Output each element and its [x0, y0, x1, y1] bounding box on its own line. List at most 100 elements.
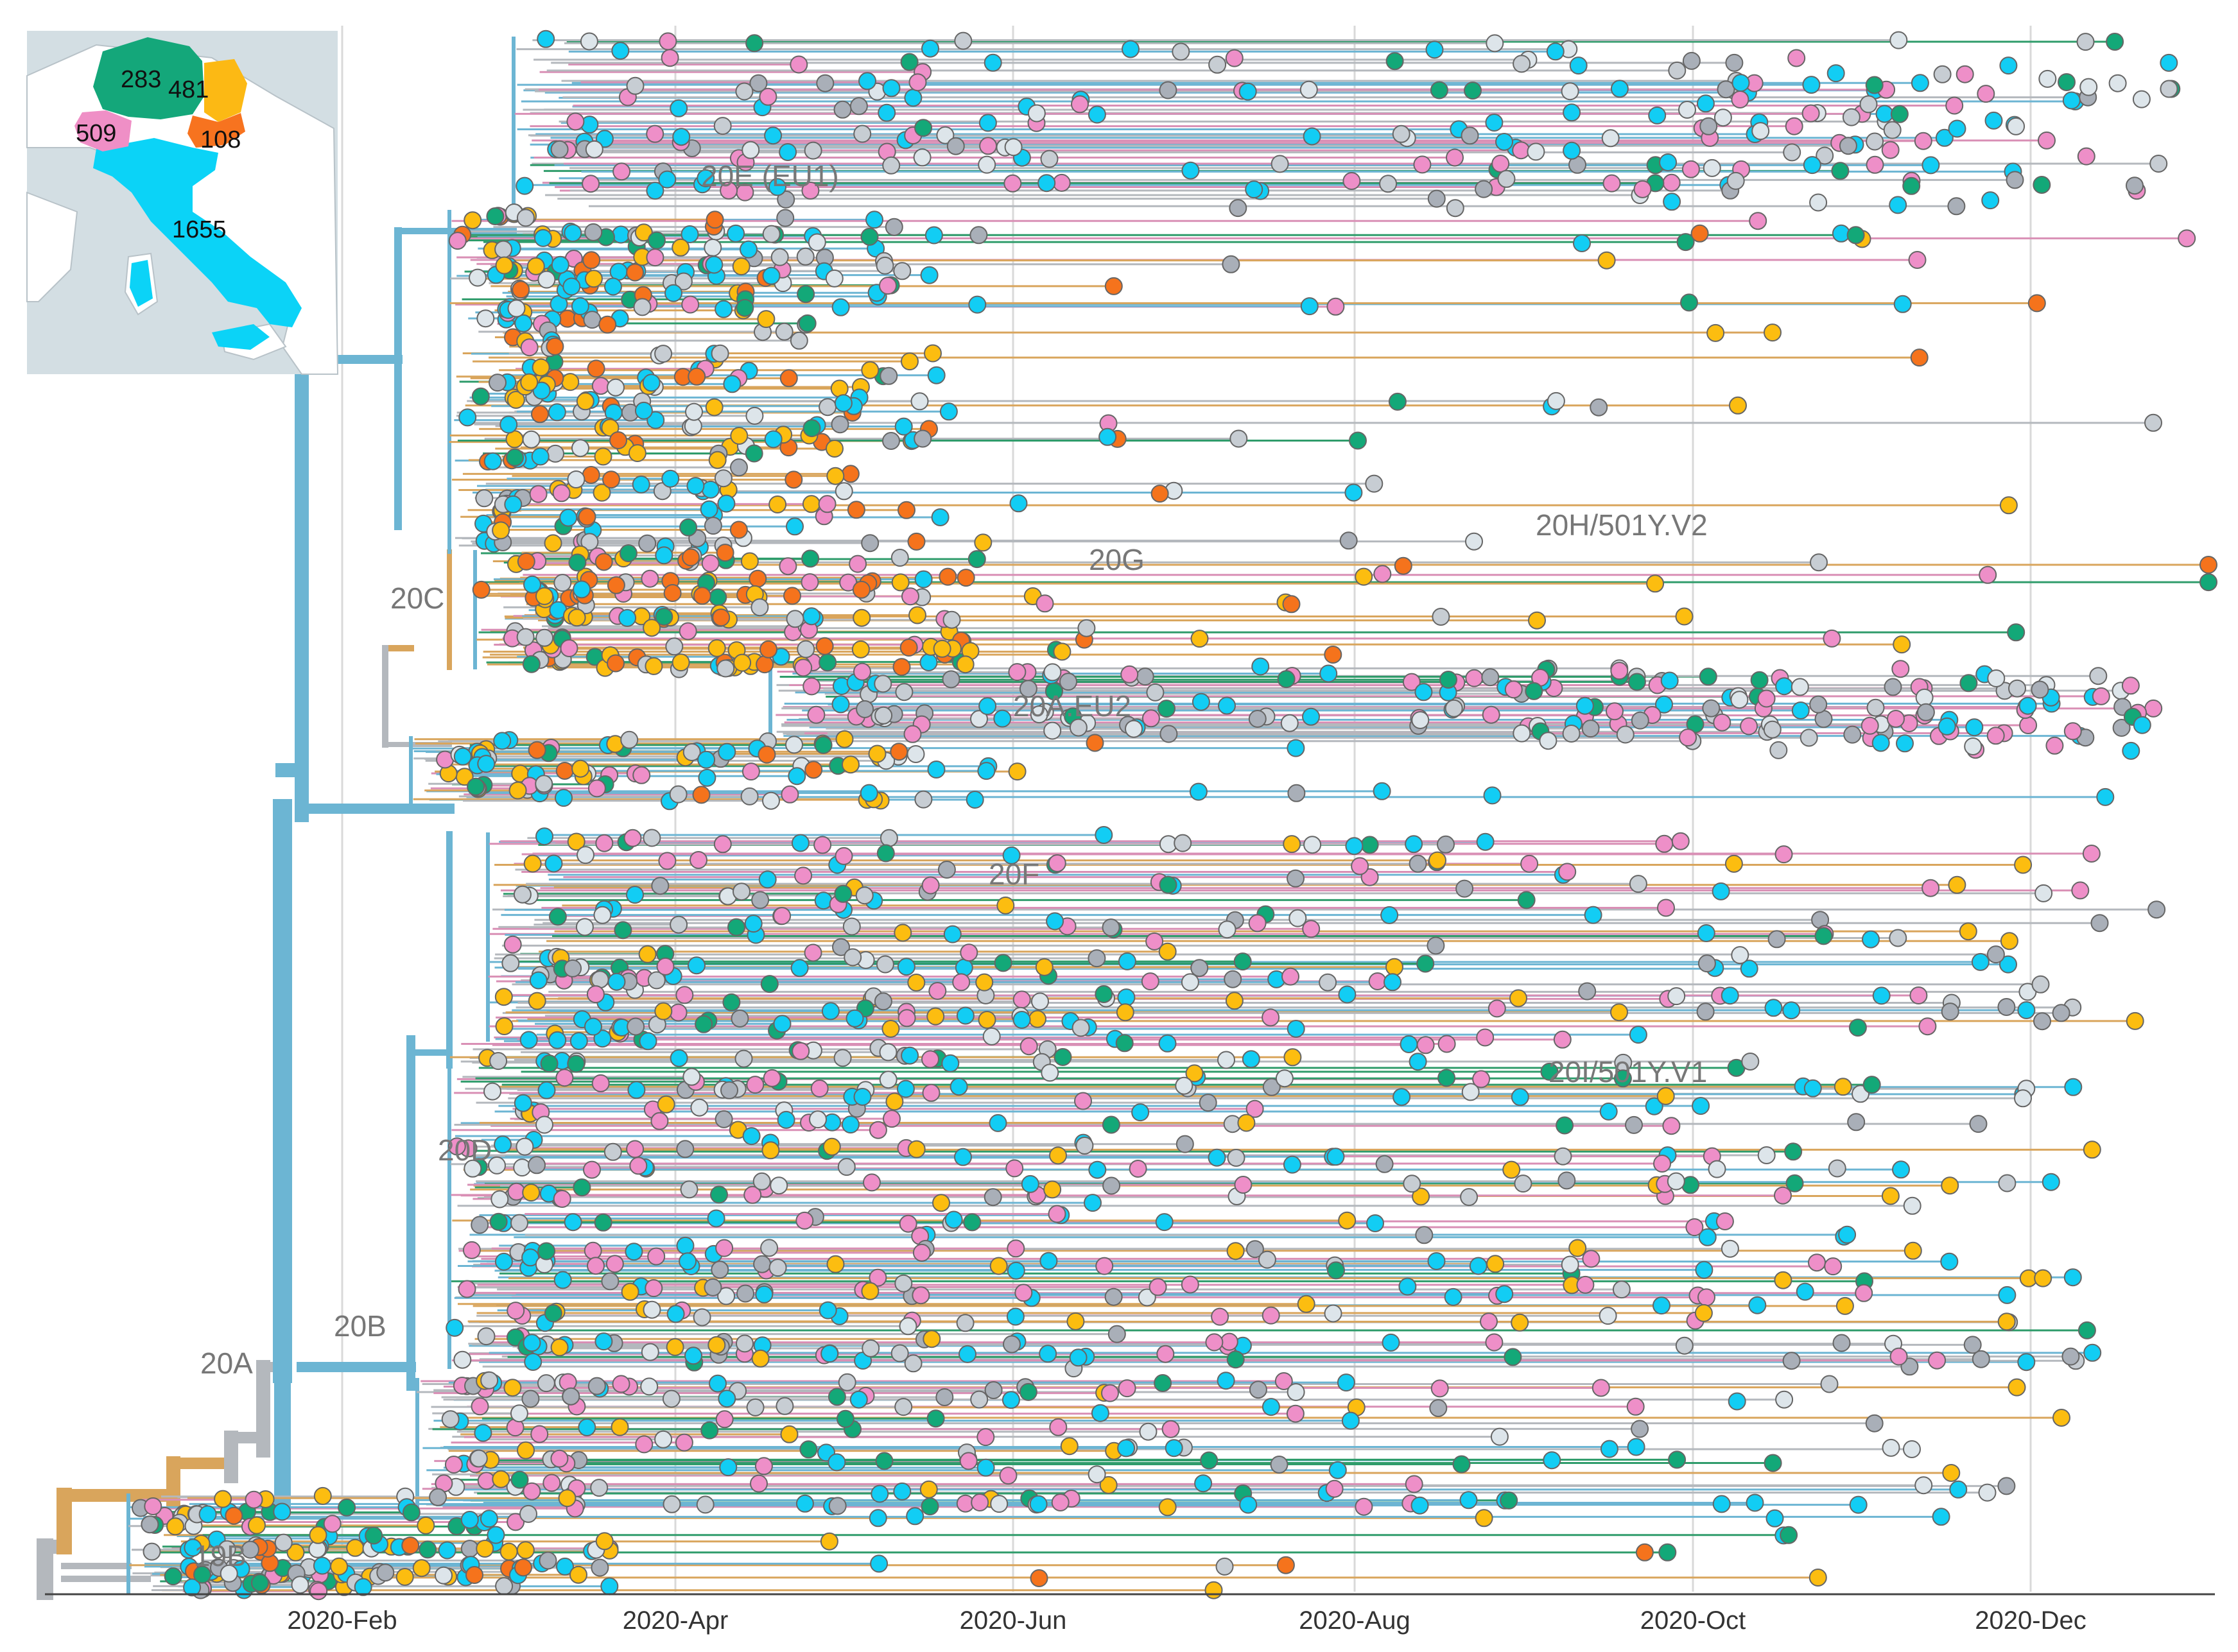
tree-tip-910 — [966, 791, 984, 809]
tree-tip-1763 — [1154, 1374, 1172, 1392]
tree-tip-530 — [546, 337, 564, 356]
tree-tip-108 — [1071, 95, 1089, 114]
tree-tip-1836 — [1117, 1439, 1136, 1458]
tree-tip-2040 — [820, 1532, 838, 1551]
tree-tip-698 — [1282, 595, 1301, 614]
tree-tip-1637 — [524, 1353, 542, 1371]
tree-tip-2144 — [1861, 716, 1879, 735]
tree-tip-2041 — [1569, 56, 1588, 75]
tree-tip-295 — [1388, 392, 1407, 411]
tree-tip-1132 — [1028, 1010, 1046, 1028]
tree-tip-752 — [522, 655, 541, 673]
tree-tip-1618 — [1653, 1155, 1671, 1173]
tree-tip-965 — [467, 777, 485, 796]
tree-tip-1043 — [595, 834, 614, 852]
tree-tip-1144 — [1721, 986, 1739, 1005]
tree-tip-339 — [882, 432, 900, 450]
tree-tip-1582 — [540, 1054, 559, 1073]
tree-tip-1534 — [1392, 1088, 1411, 1106]
tree-tip-1777 — [700, 1421, 719, 1440]
tree-tip-554 — [876, 256, 894, 275]
tree-tip-1068 — [1971, 952, 1990, 971]
tree-tip-1487 — [1069, 1348, 1088, 1367]
tree-tip-1471 — [1828, 1159, 1846, 1178]
tree-tip-2100 — [1633, 180, 1652, 198]
tree-tip-159 — [697, 169, 715, 187]
tree-tip-602 — [619, 544, 638, 562]
tree-tip-1206 — [2031, 975, 2050, 994]
tree-tip-1134 — [996, 896, 1015, 915]
tree-tip-323 — [626, 263, 645, 282]
tree-tip-723 — [1373, 565, 1392, 583]
tree-tip-1468 — [1834, 1078, 1852, 1096]
tree-tip-1458 — [1208, 1148, 1226, 1167]
tree-tip-497 — [1229, 429, 1248, 448]
tree-tip-1275 — [583, 1160, 601, 1179]
tree-tip-1946 — [558, 1489, 577, 1508]
tree-tip-451 — [567, 470, 586, 488]
tree-tip-972 — [493, 732, 512, 750]
tree-tip-476 — [704, 238, 722, 257]
tree-tip-249 — [483, 452, 502, 470]
tree-tip-2070 — [1731, 74, 1750, 92]
tree-tip-1616 — [1796, 1282, 1814, 1301]
tree-tip-691 — [759, 640, 777, 658]
tree-tip-997 — [1918, 1017, 1937, 1036]
tree-tip-1183 — [1012, 1011, 1031, 1029]
tree-tip-1641 — [625, 1243, 643, 1261]
tree-tip-1835 — [799, 1440, 818, 1459]
tree-tip-862 — [1513, 724, 1531, 743]
tree-tip-1145 — [926, 1007, 945, 1026]
tree-tip-981 — [977, 762, 996, 780]
tree-tip-1554 — [710, 1185, 728, 1204]
tree-tip-1284 — [1757, 1146, 1776, 1164]
tree-tip-1184 — [978, 1011, 996, 1029]
tree-tip-1549 — [553, 1271, 572, 1289]
tree-tip-78 — [1229, 199, 1247, 218]
tree-tip-76 — [2149, 155, 2168, 173]
tree-tip-657 — [1675, 607, 1694, 626]
tree-tip-1844 — [1341, 1411, 1360, 1430]
tree-tip-1986 — [419, 1540, 437, 1559]
tree-tip-621 — [1893, 635, 1911, 654]
tree-tip-812 — [1411, 711, 1430, 729]
tree-tip-541 — [762, 266, 781, 285]
tree-tip-642 — [914, 570, 933, 589]
tree-tip-406 — [798, 314, 817, 332]
tree-tip-729 — [707, 639, 726, 657]
tree-tip-2137 — [1740, 717, 1758, 736]
tree-tip-826 — [1159, 725, 1178, 743]
tree-tip-1379 — [912, 1286, 930, 1305]
tree-tip-127 — [853, 125, 872, 143]
tree-tip-1343 — [879, 1043, 898, 1062]
tree-tip-384 — [1349, 431, 1367, 450]
tree-tip-1909 — [346, 1538, 365, 1557]
tree-tip-358 — [516, 209, 535, 227]
tree-tip-132 — [1303, 127, 1321, 146]
tree-tip-2051 — [1981, 191, 2000, 210]
tree-tip-1217 — [1986, 945, 2005, 964]
tree-tip-1853 — [1410, 1496, 1429, 1515]
tree-tip-683 — [2199, 573, 2217, 592]
tree-tip-1240 — [1319, 973, 1337, 992]
tree-tip-994 — [1520, 854, 1539, 873]
tree-tip-2124 — [1539, 732, 1557, 750]
tree-tip-4 — [1181, 161, 1200, 180]
tree-tip-1812 — [550, 1449, 569, 1468]
tree-tip-493 — [1573, 234, 1591, 252]
tree-tip-71 — [550, 140, 569, 159]
tree-tip-570 — [957, 569, 975, 587]
tree-tip-128 — [646, 125, 664, 143]
tree-tip-375 — [544, 534, 562, 553]
tree-tip-1044 — [1283, 835, 1301, 854]
tree-tip-420 — [1326, 297, 1345, 316]
tree-tip-1375 — [591, 1074, 610, 1092]
tree-tip-749 — [472, 580, 490, 599]
tree-tip-805 — [807, 705, 826, 724]
tree-tip-1781 — [959, 1452, 978, 1470]
tree-tip-480 — [646, 411, 665, 429]
tree-tip-1158 — [1909, 986, 1928, 1004]
tree-tip-488 — [537, 270, 556, 289]
tree-tip-1716 — [776, 1397, 794, 1415]
tree-tip-292 — [764, 430, 783, 449]
